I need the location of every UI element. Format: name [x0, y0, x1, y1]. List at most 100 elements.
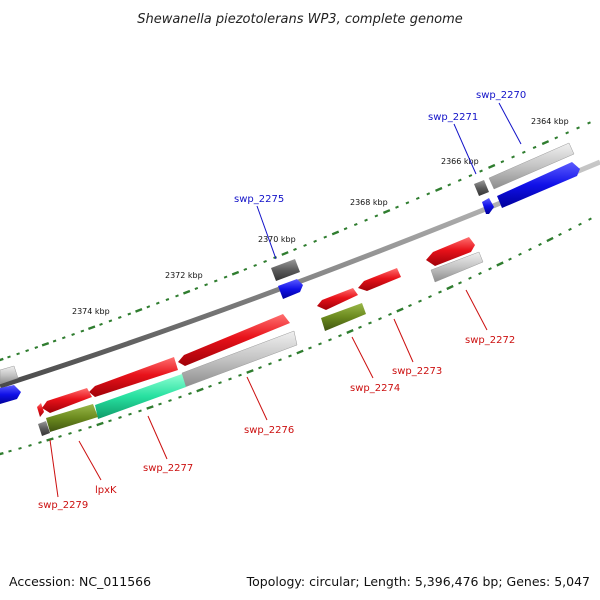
- gene-blue-2275[interactable]: [278, 279, 303, 299]
- label-swp-2272[interactable]: swp_2272: [465, 335, 515, 346]
- gene-blue-2271[interactable]: [482, 198, 494, 214]
- tick-mark-upper: [16, 352, 20, 356]
- tick-mark-lower: [88, 425, 92, 429]
- tick-mark-lower: [438, 290, 442, 294]
- tick-mark-lower: [0, 451, 4, 456]
- gene-swp-2275[interactable]: [271, 259, 300, 281]
- map-title: Shewanella piezotolerans WP3, complete g…: [137, 12, 463, 27]
- gene-blue-2270[interactable]: [497, 162, 580, 208]
- tick-mark-lower: [346, 329, 354, 334]
- leader-swp-2271: [453, 123, 477, 175]
- tick-mark-upper: [500, 160, 505, 164]
- tick-mark-lower: [178, 395, 182, 399]
- leader-swp-2274: [351, 336, 374, 379]
- tick-mark-lower: [368, 321, 372, 325]
- label-swp-2277[interactable]: swp_2277: [143, 463, 193, 474]
- tick-mark-lower: [518, 252, 522, 256]
- tick-mark-upper: [204, 283, 208, 287]
- tick-mark-upper: [135, 307, 143, 313]
- tick-mark-upper: [253, 263, 257, 267]
- gene-swp-2273[interactable]: [358, 268, 401, 291]
- gene-lpxk[interactable]: [46, 404, 98, 432]
- gene-red-2279[interactable]: [37, 403, 44, 417]
- tick-mark-lower: [568, 227, 572, 231]
- label-swp-2274[interactable]: swp_2274: [350, 383, 400, 394]
- gene-partial-blue-left[interactable]: [0, 385, 21, 404]
- label-swp-2271[interactable]: swp_2271: [428, 112, 478, 123]
- label-lpxk[interactable]: lpxK: [95, 485, 117, 496]
- tick-mark-upper: [405, 201, 410, 205]
- tick-mark-lower: [258, 366, 262, 370]
- tick-mark-upper: [263, 259, 267, 264]
- tick-mark-upper: [479, 169, 483, 173]
- gene-red-2272[interactable]: [426, 237, 475, 266]
- tick-mark-lower: [428, 295, 432, 299]
- tick-mark-upper: [52, 339, 57, 343]
- leader-swp-2277: [147, 415, 168, 460]
- tick-mark-upper: [415, 196, 420, 200]
- tick-mark-lower: [496, 261, 504, 267]
- tick-mark-upper: [511, 155, 515, 159]
- gene-swp-2271[interactable]: [474, 180, 489, 196]
- tick-mark-upper: [468, 174, 473, 178]
- gene-red-2277[interactable]: [89, 357, 178, 397]
- label-swp-2276[interactable]: swp_2276: [244, 425, 294, 436]
- label-swp-2270[interactable]: swp_2270: [476, 90, 526, 101]
- tick-mark-upper: [155, 301, 160, 305]
- label-swp-2279[interactable]: swp_2279: [38, 500, 88, 511]
- tick-mark-lower: [328, 338, 332, 342]
- gene-red-lpxk[interactable]: [42, 388, 92, 413]
- leader-swp-2275: [256, 205, 277, 260]
- tick-mark-upper: [71, 332, 75, 336]
- tick-label-2370: 2370 kbp: [258, 235, 296, 244]
- tick-mark-upper: [243, 267, 248, 271]
- gene-red-2274[interactable]: [317, 288, 358, 310]
- tick-mark-lower: [488, 267, 492, 271]
- tick-mark-lower: [296, 349, 304, 355]
- tick-mark-upper: [374, 214, 379, 218]
- tick-mark-upper: [313, 239, 318, 243]
- tick-label-2364: 2364 kbp: [531, 117, 569, 126]
- tick-label-2368: 2368 kbp: [350, 198, 388, 207]
- tick-mark-lower: [108, 419, 112, 423]
- tick-mark-lower: [288, 354, 292, 358]
- tick-mark-upper: [182, 289, 191, 295]
- tick-mark-upper: [353, 222, 358, 227]
- tick-mark-lower: [188, 392, 192, 396]
- leader-swp-2276: [246, 376, 268, 421]
- tick-mark-upper: [41, 341, 50, 347]
- gene-swp-2270[interactable]: [488, 142, 575, 190]
- tick-mark-lower: [128, 412, 132, 416]
- tick-mark-upper: [281, 251, 289, 256]
- tick-mark-rows: [0, 121, 592, 456]
- leader-swp-2272: [465, 289, 488, 331]
- tick-mark-upper: [565, 131, 570, 135]
- tick-mark-upper: [25, 349, 30, 353]
- tick-mark-lower: [378, 317, 382, 321]
- tick-mark-upper: [303, 243, 307, 247]
- gene-swp-2274[interactable]: [321, 303, 366, 331]
- gene-swp-2272[interactable]: [430, 251, 484, 283]
- tick-mark-lower: [338, 334, 342, 338]
- label-swp-2273[interactable]: swp_2273: [392, 366, 442, 377]
- tick-mark-lower: [8, 449, 12, 453]
- gene-red-2276[interactable]: [178, 314, 290, 366]
- tick-mark-lower: [578, 222, 582, 226]
- gene-partial-gray-left[interactable]: [0, 365, 19, 385]
- label-swp-2275[interactable]: swp_2275: [234, 194, 284, 205]
- tick-mark-upper: [127, 312, 132, 316]
- tick-mark-lower: [546, 236, 554, 243]
- tick-mark-upper: [223, 275, 228, 279]
- tick-mark-lower: [308, 346, 312, 350]
- tick-mark-upper: [87, 325, 96, 331]
- tick-mark-upper: [231, 270, 240, 276]
- leader-swp-2270: [498, 102, 522, 145]
- tick-mark-upper: [146, 305, 151, 309]
- tick-mark-lower: [58, 435, 62, 438]
- leader-swp-2273: [393, 318, 414, 363]
- genome-summary-text: Topology: circular; Length: 5,396,476 bp…: [246, 574, 590, 589]
- gene-swp-2277[interactable]: [95, 374, 186, 419]
- gene-swp-2279[interactable]: [38, 421, 50, 436]
- tick-mark-lower: [318, 342, 322, 346]
